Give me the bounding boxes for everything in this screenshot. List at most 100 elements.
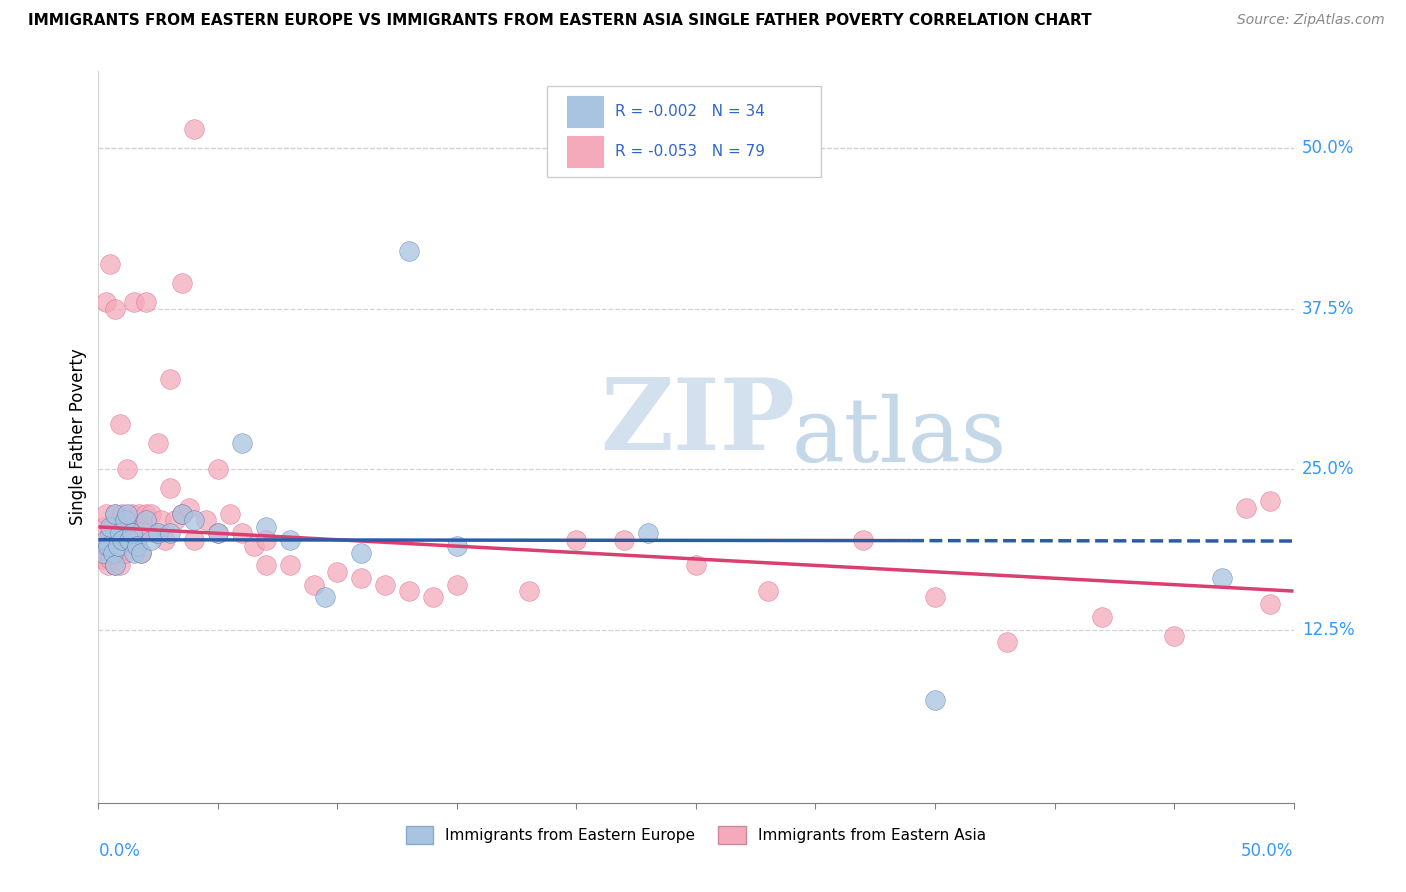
Point: [97, 533, 120, 547]
Point: [195, 514, 218, 528]
Point: [98, 520, 122, 534]
Point: [422, 591, 444, 605]
Point: [98, 552, 122, 566]
Point: [97, 539, 120, 553]
Point: [159, 372, 181, 386]
Point: [446, 577, 468, 591]
Point: [398, 584, 420, 599]
Point: [114, 526, 136, 541]
Point: [121, 507, 143, 521]
Point: [139, 533, 162, 547]
Point: [995, 635, 1018, 649]
Point: [125, 533, 148, 547]
Point: [125, 539, 148, 553]
Point: [326, 565, 349, 579]
Point: [278, 533, 301, 547]
Text: 25.0%: 25.0%: [1302, 460, 1354, 478]
Text: 0.0%: 0.0%: [98, 842, 141, 860]
Point: [163, 514, 186, 528]
Bar: [567, 136, 603, 167]
Text: R = -0.002   N = 34: R = -0.002 N = 34: [614, 104, 765, 120]
Point: [219, 507, 242, 521]
Bar: [567, 96, 603, 127]
Point: [121, 526, 143, 541]
Point: [107, 539, 129, 553]
Point: [1211, 571, 1233, 585]
Point: [148, 526, 170, 541]
Point: [118, 533, 141, 547]
Text: IMMIGRANTS FROM EASTERN EUROPE VS IMMIGRANTS FROM EASTERN ASIA SINGLE FATHER POV: IMMIGRANTS FROM EASTERN EUROPE VS IMMIGR…: [28, 13, 1091, 29]
Point: [231, 436, 253, 450]
Point: [101, 520, 124, 534]
FancyBboxPatch shape: [547, 86, 821, 178]
Point: [135, 514, 157, 528]
Point: [115, 507, 138, 521]
Point: [94, 295, 117, 310]
Point: [398, 244, 420, 258]
Point: [172, 507, 194, 521]
Point: [97, 558, 120, 573]
Point: [101, 539, 124, 553]
Point: [207, 526, 229, 541]
Point: [107, 533, 129, 547]
Point: [231, 526, 253, 541]
Point: [128, 507, 150, 521]
Point: [183, 533, 205, 547]
Point: [145, 526, 167, 541]
Point: [131, 545, 153, 559]
Point: [108, 526, 131, 541]
Point: [1258, 597, 1281, 611]
Point: [159, 482, 181, 496]
Text: ZIP: ZIP: [600, 374, 796, 471]
Point: [1234, 500, 1257, 515]
Point: [115, 514, 138, 528]
Text: R = -0.053   N = 79: R = -0.053 N = 79: [614, 145, 765, 160]
Text: 50.0%: 50.0%: [1241, 842, 1294, 860]
Point: [104, 301, 127, 316]
Point: [107, 545, 129, 559]
Point: [98, 257, 122, 271]
Point: [90, 539, 112, 553]
Point: [135, 507, 157, 521]
Point: [1091, 609, 1114, 624]
Point: [139, 507, 162, 521]
Point: [124, 295, 146, 310]
Point: [104, 507, 127, 521]
Point: [565, 533, 588, 547]
Point: [104, 507, 127, 521]
Point: [91, 545, 114, 559]
Point: [98, 526, 122, 541]
Point: [111, 507, 134, 521]
Point: [637, 526, 659, 541]
Point: [124, 520, 146, 534]
Point: [114, 545, 136, 559]
Point: [243, 539, 266, 553]
Point: [517, 584, 540, 599]
Point: [207, 526, 229, 541]
Point: [207, 462, 229, 476]
Point: [104, 558, 127, 573]
Point: [101, 545, 124, 559]
Point: [924, 591, 946, 605]
Point: [155, 533, 177, 547]
Y-axis label: Single Father Poverty: Single Father Poverty: [69, 349, 87, 525]
Point: [132, 520, 155, 534]
Point: [374, 577, 396, 591]
Point: [350, 545, 373, 559]
Point: [1163, 629, 1185, 643]
Text: atlas: atlas: [792, 393, 1007, 481]
Point: [94, 507, 117, 521]
Point: [94, 533, 117, 547]
Point: [131, 545, 153, 559]
Point: [91, 552, 114, 566]
Point: [149, 514, 172, 528]
Point: [924, 693, 946, 707]
Point: [278, 558, 301, 573]
Point: [159, 526, 181, 541]
Point: [124, 545, 146, 559]
Point: [446, 539, 468, 553]
Point: [852, 533, 875, 547]
Point: [1258, 494, 1281, 508]
Point: [254, 558, 277, 573]
Point: [91, 520, 114, 534]
